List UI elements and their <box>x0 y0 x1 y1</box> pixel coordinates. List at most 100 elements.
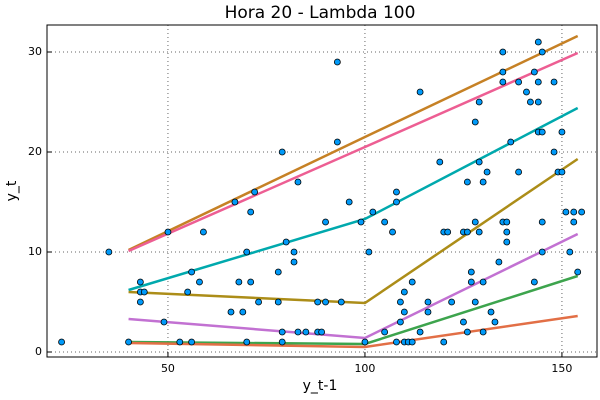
point <box>393 338 400 346</box>
point <box>467 278 475 286</box>
chart-title: Hora 20 - Lambda 100 <box>225 3 416 23</box>
point <box>184 288 192 296</box>
point <box>467 268 475 276</box>
line <box>128 51 579 253</box>
point <box>393 188 400 196</box>
point <box>515 168 522 176</box>
point <box>530 68 538 76</box>
point <box>475 98 483 106</box>
point <box>365 248 373 256</box>
point <box>463 228 471 236</box>
point <box>534 38 542 46</box>
point <box>136 278 144 286</box>
point <box>318 328 326 336</box>
point <box>436 158 444 166</box>
point <box>294 178 302 186</box>
point <box>570 208 578 216</box>
point <box>483 168 491 176</box>
point <box>282 238 290 246</box>
point <box>302 328 310 336</box>
point <box>499 78 507 86</box>
point <box>562 208 570 216</box>
point <box>444 228 452 236</box>
point <box>397 318 404 326</box>
point <box>440 338 448 346</box>
point <box>558 128 566 136</box>
point <box>361 338 369 346</box>
point <box>278 328 286 336</box>
point <box>534 78 542 86</box>
point <box>247 208 255 216</box>
point <box>530 278 538 286</box>
point <box>538 248 546 256</box>
point <box>463 178 471 186</box>
line <box>128 274 579 346</box>
point <box>140 288 148 296</box>
point <box>460 318 467 326</box>
point <box>345 198 353 206</box>
point <box>566 248 574 256</box>
point <box>333 138 341 146</box>
line <box>128 232 579 340</box>
point <box>314 298 322 306</box>
point <box>393 198 400 206</box>
point <box>200 228 207 236</box>
point <box>243 338 251 346</box>
point <box>503 228 511 236</box>
point <box>105 248 113 256</box>
point <box>274 268 282 276</box>
point <box>471 298 479 306</box>
line <box>128 106 579 292</box>
point <box>160 318 168 326</box>
x-axis-label: y_t-1 <box>303 378 338 394</box>
point <box>503 218 511 226</box>
point <box>527 98 534 106</box>
point <box>487 308 495 316</box>
point <box>58 338 65 346</box>
point <box>570 218 578 226</box>
point <box>495 258 503 266</box>
point <box>188 338 195 346</box>
point <box>274 298 282 306</box>
point <box>499 48 507 56</box>
point <box>499 68 507 76</box>
point <box>196 278 203 286</box>
y-axis-label: y_t <box>4 180 20 201</box>
point <box>369 208 377 216</box>
point <box>416 88 424 96</box>
point <box>231 198 239 206</box>
point <box>538 48 546 56</box>
point <box>463 328 471 336</box>
point <box>255 298 262 306</box>
point <box>475 228 483 236</box>
point <box>479 178 487 186</box>
point <box>416 328 424 336</box>
point <box>507 138 515 146</box>
point <box>424 298 432 306</box>
point <box>550 78 558 86</box>
point <box>333 58 341 66</box>
point <box>381 218 389 226</box>
point <box>235 278 243 286</box>
point <box>448 298 456 306</box>
point <box>408 338 416 346</box>
point <box>290 258 298 266</box>
point <box>538 128 546 136</box>
point <box>357 218 365 226</box>
point <box>381 328 389 336</box>
line <box>128 34 579 252</box>
point <box>503 238 511 246</box>
point <box>290 248 298 256</box>
point <box>400 308 408 316</box>
x-tick-label: 50 <box>161 362 175 375</box>
point <box>251 188 259 196</box>
point <box>550 148 558 156</box>
point <box>294 328 302 336</box>
x-tick-label: 100 <box>354 362 375 375</box>
y-tick-label: 0 <box>35 345 42 358</box>
y-tick-label: 30 <box>28 45 42 58</box>
point <box>534 98 542 106</box>
point <box>278 338 286 346</box>
plot-frame <box>46 24 598 358</box>
